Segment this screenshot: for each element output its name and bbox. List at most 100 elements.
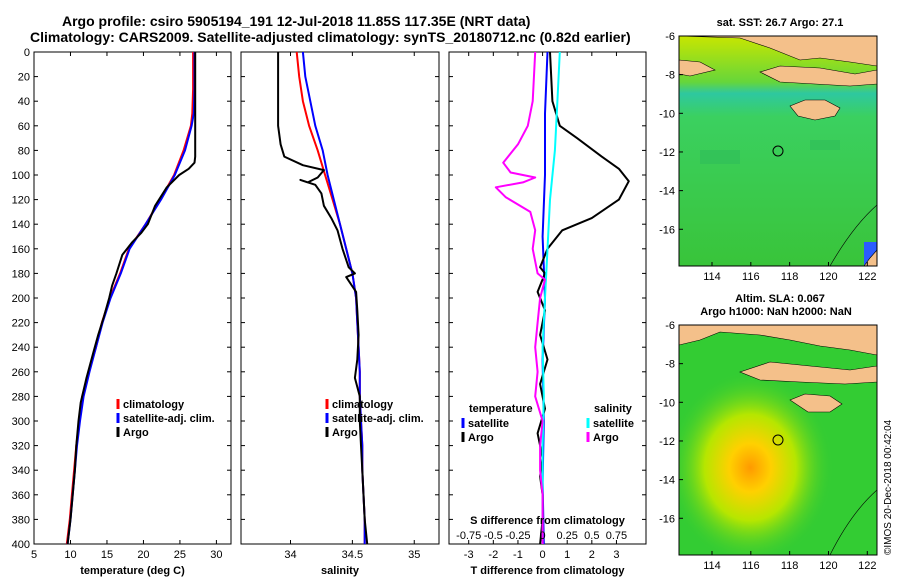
legend-title-salinity: salinity: [594, 403, 633, 415]
sla-map-subtitle: Argo h1000: NaN h2000: NaN: [700, 306, 852, 318]
panel-temperature: 0 20 40 60 80 100 120 140 160 180 200 220 240 260 280 3…: [12, 47, 232, 577]
map-y-tick-label: -6: [665, 31, 675, 43]
plot-frame: [448, 51, 647, 545]
sst-land-sumba: [789, 99, 841, 121]
x-tick-label: 34.5: [342, 549, 363, 561]
y-tick-label: 120: [12, 195, 30, 207]
y-tick-label: 360: [12, 490, 30, 502]
top-tick-label: -0.75: [456, 530, 481, 542]
y-tick-label: 80: [18, 145, 30, 157]
series-line-argo: [66, 52, 197, 545]
y-tick-label: 200: [12, 293, 30, 305]
y-tick-label: 340: [12, 465, 30, 477]
legend-label: satellite-adj. clim.: [123, 413, 215, 425]
y-tick-label: 20: [18, 72, 30, 84]
top-tick-label: -0.25: [505, 530, 530, 542]
sst-patch: [810, 140, 840, 150]
map-y-tick-label: -10: [659, 108, 675, 120]
sla-map: Altim. SLA: 0.067 Argo h1000: NaN h2000:…: [659, 293, 878, 572]
x-axis-label: T difference from climatology: [470, 565, 625, 577]
sla-argo-marker: [772, 434, 784, 446]
x-tick-label: -1: [513, 549, 523, 561]
legend-label: climatology: [332, 399, 394, 411]
map-x-tick-label: 120: [819, 271, 837, 283]
map-y-tick-label: -10: [659, 397, 675, 409]
sla-hot-anomaly: [679, 325, 877, 555]
legend-title-temperature: temperature: [469, 403, 533, 415]
y-tick-label: 220: [12, 318, 30, 330]
map-x-tick-label: 118: [781, 271, 799, 283]
y-tick-label: 100: [12, 170, 30, 182]
map-y-tick-label: -12: [659, 147, 675, 159]
map-x-tick-label: 120: [819, 560, 837, 572]
legend-label: satellite: [593, 418, 634, 430]
header-line-1: Argo profile: csiro 5905194_191 12-Jul-2…: [62, 13, 530, 29]
sla-map-title: Altim. SLA: 0.067: [735, 293, 825, 305]
legend-label: satellite-adj. clim.: [332, 413, 424, 425]
legend-label: Argo: [332, 427, 358, 439]
map-x-tick-label: 114: [703, 560, 721, 572]
map-y-tick-label: -14: [659, 475, 675, 487]
y-tick-label: 280: [12, 391, 30, 403]
map-y-tick-label: -16: [659, 513, 675, 525]
plot-frame: [240, 51, 440, 545]
sla-map-axes: 114 116 118 120 122 -6 -8 -10 -12 -14 -16: [659, 320, 876, 572]
top-tick-label: 0.75: [606, 530, 627, 542]
sst-bathymetry: [829, 204, 877, 266]
panel-salinity: 34 34.5 35 salinity climatology satellite-adj…: [240, 51, 440, 577]
top-tick-label: 0.25: [556, 530, 577, 542]
sla-land-java: [679, 325, 877, 356]
y-tick-label: 300: [12, 416, 30, 428]
sla-map-frame: [678, 324, 878, 556]
x-tick-label: 10: [64, 549, 76, 561]
y-tick-label: 260: [12, 367, 30, 379]
map-y-tick-label: -8: [665, 359, 675, 371]
map-x-tick-label: 122: [858, 271, 876, 283]
sst-land-bali: [679, 59, 716, 77]
sla-bathymetry: [829, 489, 877, 555]
y-tick-label: 400: [12, 539, 30, 551]
x-tick-label: 35: [408, 549, 420, 561]
map-y-tick-label: -6: [665, 320, 675, 332]
x-tick-label: -3: [464, 549, 474, 561]
x-tick-label: 20: [137, 549, 149, 561]
x-axis-label: temperature (deg C): [80, 565, 185, 577]
map-x-tick-label: 118: [781, 560, 799, 572]
sla-land-sumba: [789, 393, 843, 413]
imos-credit: ©IMOS 20-Dec-2018 00:42:04: [883, 419, 894, 555]
map-y-tick-label: -16: [659, 224, 675, 236]
top-axis-label: S difference from climatology: [470, 515, 626, 527]
legend-label: climatology: [123, 399, 185, 411]
map-x-tick-label: 114: [703, 271, 721, 283]
sst-map-frame: [678, 35, 878, 267]
sst-map-axes: 114 116 118 120 122 -6 -8 -10 -12 -14 -16: [659, 31, 876, 283]
map-y-tick-label: -14: [659, 186, 675, 198]
x-tick-label: 1: [564, 549, 570, 561]
y-tick-label: 60: [18, 121, 30, 133]
y-tick-label: 320: [12, 441, 30, 453]
map-y-tick-label: -8: [665, 70, 675, 82]
sst-land-java: [679, 36, 877, 67]
sst-patch: [700, 150, 740, 164]
sst-map: sat. SST: 26.7 Argo: 27.1 114 116 118 120 12…: [659, 17, 878, 283]
x-tick-label: -2: [488, 549, 498, 561]
x-tick-label: 5: [31, 549, 37, 561]
x-tick-label: 0: [540, 549, 546, 561]
y-tick-label: 40: [18, 96, 30, 108]
sst-map-title: sat. SST: 26.7 Argo: 27.1: [717, 17, 844, 29]
sst-land-sumbawa: [759, 65, 877, 87]
y-tick-label: 240: [12, 342, 30, 354]
y-tick-label: 160: [12, 244, 30, 256]
profile-panels: 0204060801001201401601802002202402602803…: [12, 47, 647, 577]
panel-difference: -3 -2 -1 0 1 2 3 T difference from climatology t…: [448, 51, 647, 577]
y-tick-label: 180: [12, 268, 30, 280]
legend-label: satellite: [468, 418, 509, 430]
x-axis-label: salinity: [321, 565, 360, 577]
y-tick-label: 140: [12, 219, 30, 231]
series-line-salinity-satellite: [541, 51, 561, 544]
sla-land-sumbawa: [739, 361, 877, 385]
x-tick-label: 25: [174, 549, 186, 561]
legend-label: Argo: [468, 432, 494, 444]
map-x-tick-label: 116: [742, 560, 760, 572]
